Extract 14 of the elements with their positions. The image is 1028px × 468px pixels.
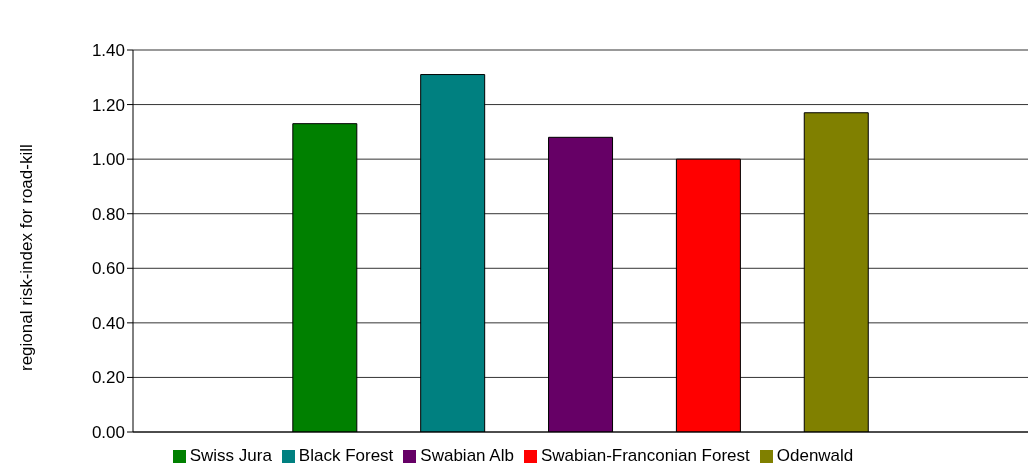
y-tick-label: 0.00 (91, 423, 125, 443)
y-axis-title: regional risk-index for road-kill (17, 144, 37, 371)
y-tick-label: 1.40 (91, 41, 125, 61)
y-tick-label: 1.00 (91, 150, 125, 170)
legend-label: Swiss Jura (189, 446, 272, 465)
legend-label: Odenwald (776, 446, 854, 465)
y-tick-label: 0.60 (91, 259, 125, 279)
legend-label: Swabian Alb (420, 446, 514, 465)
legend-label: Swabian-Franconian Forest (540, 446, 750, 465)
y-tick-label: 0.40 (91, 313, 125, 333)
y-tick-label: 0.80 (91, 204, 125, 224)
y-tick-label: 0.20 (91, 368, 125, 388)
legend-label: Black Forest (298, 446, 394, 465)
y-tick-label: 1.20 (91, 95, 125, 115)
